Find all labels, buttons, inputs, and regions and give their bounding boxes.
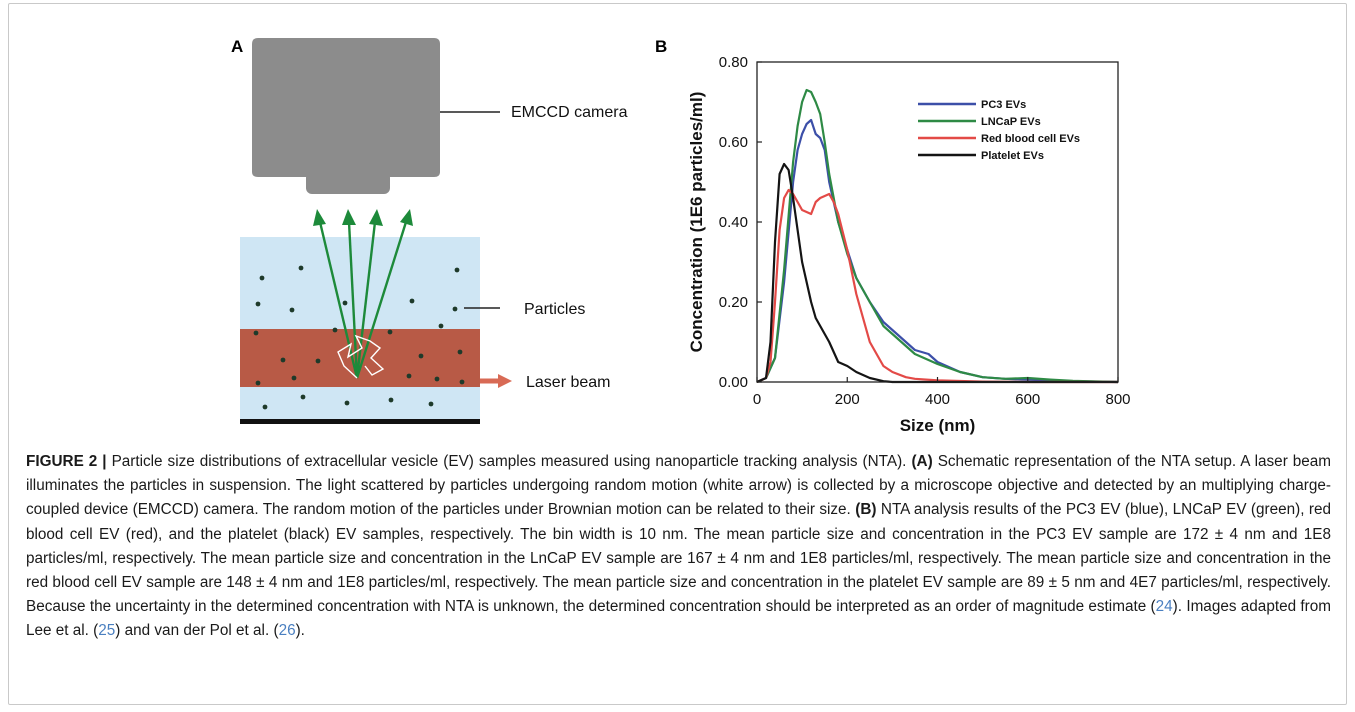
x-tick-label: 600 [1015, 391, 1040, 408]
legend-label: Red blood cell EVs [981, 133, 1080, 145]
camera-label: EMCCD camera [511, 104, 628, 121]
legend-label: LNCaP EVs [981, 116, 1041, 128]
y-tick-label: 0.60 [719, 134, 748, 151]
camera-body [252, 38, 440, 177]
caption-text-tail-3: ). [295, 622, 305, 640]
series-line-4 [756, 162, 1118, 384]
series-layer [756, 88, 1119, 384]
caption-panel-a-label: (A) [911, 453, 933, 470]
medium [240, 237, 480, 420]
scattered-light-arrows [313, 209, 413, 379]
x-tick-label: 0 [753, 391, 761, 408]
x-axis-label: Size (nm) [900, 416, 976, 435]
figure-caption: FIGURE 2 | Particle size distributions o… [26, 450, 1331, 644]
laser-label: Laser beam [526, 374, 611, 391]
particles [253, 265, 465, 410]
y-tick-label: 0.20 [719, 294, 748, 311]
series-line-2 [756, 88, 1119, 384]
caption-ref-link[interactable]: 26 [278, 622, 296, 640]
base-plate [240, 419, 480, 424]
caption-text-tail-1: ). Images adapted from Lee et al. ( [26, 598, 1332, 640]
caption-figure-label: FIGURE 2 | [26, 453, 107, 470]
figure-frame [8, 3, 1347, 705]
y-tick-label: 0.40 [719, 214, 748, 231]
panel-a-label: A [231, 37, 243, 56]
y-axis-label: Concentration (1E6 particles/ml) [687, 92, 706, 353]
particles-label: Particles [524, 301, 585, 318]
size-distribution-chart: 0 200 400 600 800 0.00 0.20 0.40 0.60 0.80 Size (n… [687, 54, 1131, 435]
legend-label: PC3 EVs [981, 99, 1026, 111]
caption-panel-b-label: (B) [855, 501, 877, 519]
caption-ref-link[interactable]: 24 [1155, 598, 1173, 616]
series-line-3 [756, 188, 1118, 384]
caption-summary: Particle size distributions of extracell… [111, 453, 907, 470]
plot-area-border [756, 61, 1119, 383]
panel-b-label: B [655, 37, 667, 56]
series-line-1 [756, 118, 1119, 384]
caption-ref-link[interactable]: 25 [98, 622, 116, 640]
caption-panel-a-text: Schematic representation of the NTA setu… [26, 453, 1332, 519]
laser-arrow-head [498, 374, 512, 388]
panel-a: A EMCCD camera [231, 37, 628, 424]
caption-panel-b-text: NTA analysis results of the PC3 EV (blue… [26, 501, 1332, 616]
brownian-motion-path [337, 334, 385, 379]
x-tick-label: 400 [925, 391, 950, 408]
camera-lens [306, 172, 390, 194]
panel-b: B 0 200 400 600 800 0.00 0.20 0.40 0.60 0.80 Size … [655, 37, 1131, 435]
axes-layer: 0 200 400 600 800 0.00 0.20 0.40 0.60 0.80 Size (n… [687, 54, 1131, 435]
legend-label: Platelet EVs [981, 150, 1044, 162]
figure-graphic: A EMCCD camera [231, 37, 1131, 435]
caption-text-tail-2: ) and van der Pol et al. ( [115, 622, 279, 640]
y-tick-label: 0.80 [719, 54, 748, 71]
x-tick-label: 800 [1105, 391, 1130, 408]
y-tick-label: 0.00 [719, 374, 748, 391]
x-tick-label: 200 [835, 391, 860, 408]
chart-legend: PC3 EVs LNCaP EVs Red blood cell EVs Platel… [918, 99, 1080, 162]
